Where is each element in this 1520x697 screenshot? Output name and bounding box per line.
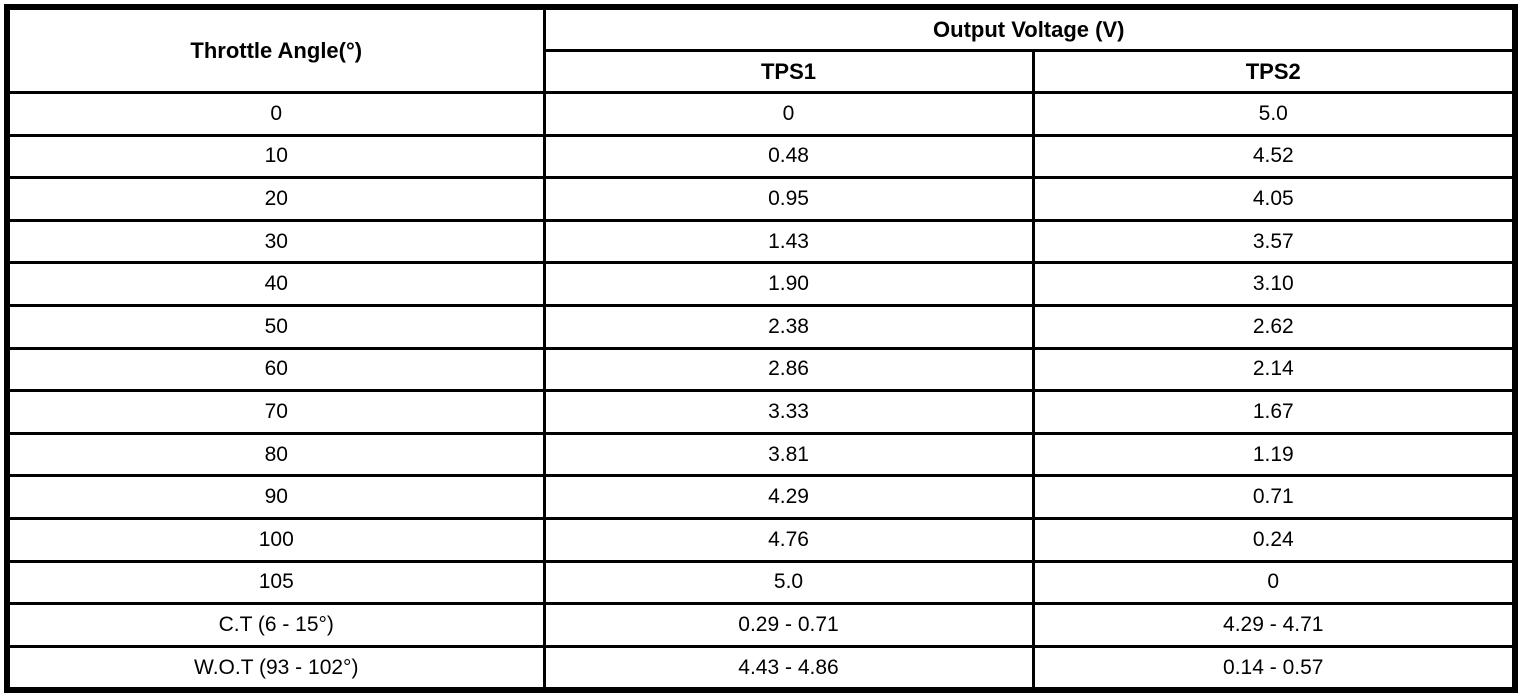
cell-angle: 0 [5,91,546,137]
cell-tps1: 0.29 - 0.71 [542,602,1035,648]
cell-tps1: 5.0 [542,559,1035,606]
table-row: 30 1.43 3.57 [5,218,1517,265]
cell-tps1: 0 [542,91,1035,137]
cell-angle: 105 [5,559,546,606]
table-row: 10 0.48 4.52 [5,133,1517,180]
cell-tps1: 2.86 [542,346,1035,393]
cell-tps2: 1.19 [1031,431,1517,478]
cell-tps2: 2.14 [1031,346,1517,393]
cell-angle: 70 [5,389,546,435]
cell-angle: 30 [5,218,546,265]
cell-angle: C.T (6 - 15°) [5,602,546,648]
cell-tps2: 0 [1031,559,1517,606]
cell-tps2: 4.05 [1031,176,1517,222]
cell-tps1: 1.90 [542,261,1035,307]
cell-angle: 20 [5,176,546,222]
cell-tps2: 4.29 - 4.71 [1031,602,1517,648]
cell-angle: 100 [5,516,546,563]
table-row: 70 3.33 1.67 [5,389,1517,435]
cell-tps2: 3.57 [1031,218,1517,265]
cell-angle: 60 [5,346,546,393]
cell-angle: W.O.T (93 - 102°) [5,644,546,692]
table-body: 0 0 5.0 10 0.48 4.52 20 0.95 4.05 30 1.43 3.57 40 1.9… [5,91,1517,692]
header-output-voltage: Output Voltage (V) [542,5,1517,52]
table-row: 40 1.90 3.10 [5,261,1517,307]
header-row-group: Throttle Angle(°) Output Voltage (V) [5,5,1517,94]
cell-tps1: 1.43 [542,218,1035,265]
cell-tps1: 2.38 [542,303,1035,350]
header-throttle-angle: Throttle Angle(°) [5,5,546,94]
table-header: Throttle Angle(°) Output Voltage (V) TPS… [5,5,1517,94]
cell-angle: 10 [5,133,546,180]
tps-voltage-table: Throttle Angle(°) Output Voltage (V) TPS… [4,4,1518,694]
cell-tps2: 2.62 [1031,303,1517,350]
cell-tps2: 1.67 [1031,389,1517,435]
cell-angle: 80 [5,431,546,478]
cell-tps2: 5.0 [1031,91,1517,137]
cell-tps2: 0.24 [1031,516,1517,563]
table-row: 100 4.76 0.24 [5,516,1517,563]
cell-tps2: 0.71 [1031,474,1517,520]
table-row: 0 0 5.0 [5,91,1517,137]
table-row: 60 2.86 2.14 [5,346,1517,393]
table-row: 50 2.38 2.62 [5,303,1517,350]
header-tps1: TPS1 [542,49,1035,94]
cell-tps2: 3.10 [1031,261,1517,307]
cell-tps1: 4.43 - 4.86 [542,644,1035,692]
cell-tps1: 4.29 [542,474,1035,520]
cell-tps1: 3.81 [542,431,1035,478]
table-row: W.O.T (93 - 102°) 4.43 - 4.86 0.14 - 0.57 [5,644,1517,692]
cell-angle: 40 [5,261,546,307]
cell-tps1: 3.33 [542,389,1035,435]
table-row: 105 5.0 0 [5,559,1517,606]
cell-tps1: 0.95 [542,176,1035,222]
cell-tps1: 0.48 [542,133,1035,180]
cell-tps1: 4.76 [542,516,1035,563]
cell-angle: 50 [5,303,546,350]
table-row: 20 0.95 4.05 [5,176,1517,222]
header-tps2: TPS2 [1031,49,1517,94]
cell-tps2: 0.14 - 0.57 [1031,644,1517,692]
header-row-sub: TPS1 TPS2 [7,49,1517,94]
cell-tps2: 4.52 [1031,133,1517,180]
table-row: 90 4.29 0.71 [5,474,1517,520]
table-row: C.T (6 - 15°) 0.29 - 0.71 4.29 - 4.71 [5,602,1517,648]
cell-angle: 90 [5,474,546,520]
table-row: 80 3.81 1.19 [5,431,1517,478]
